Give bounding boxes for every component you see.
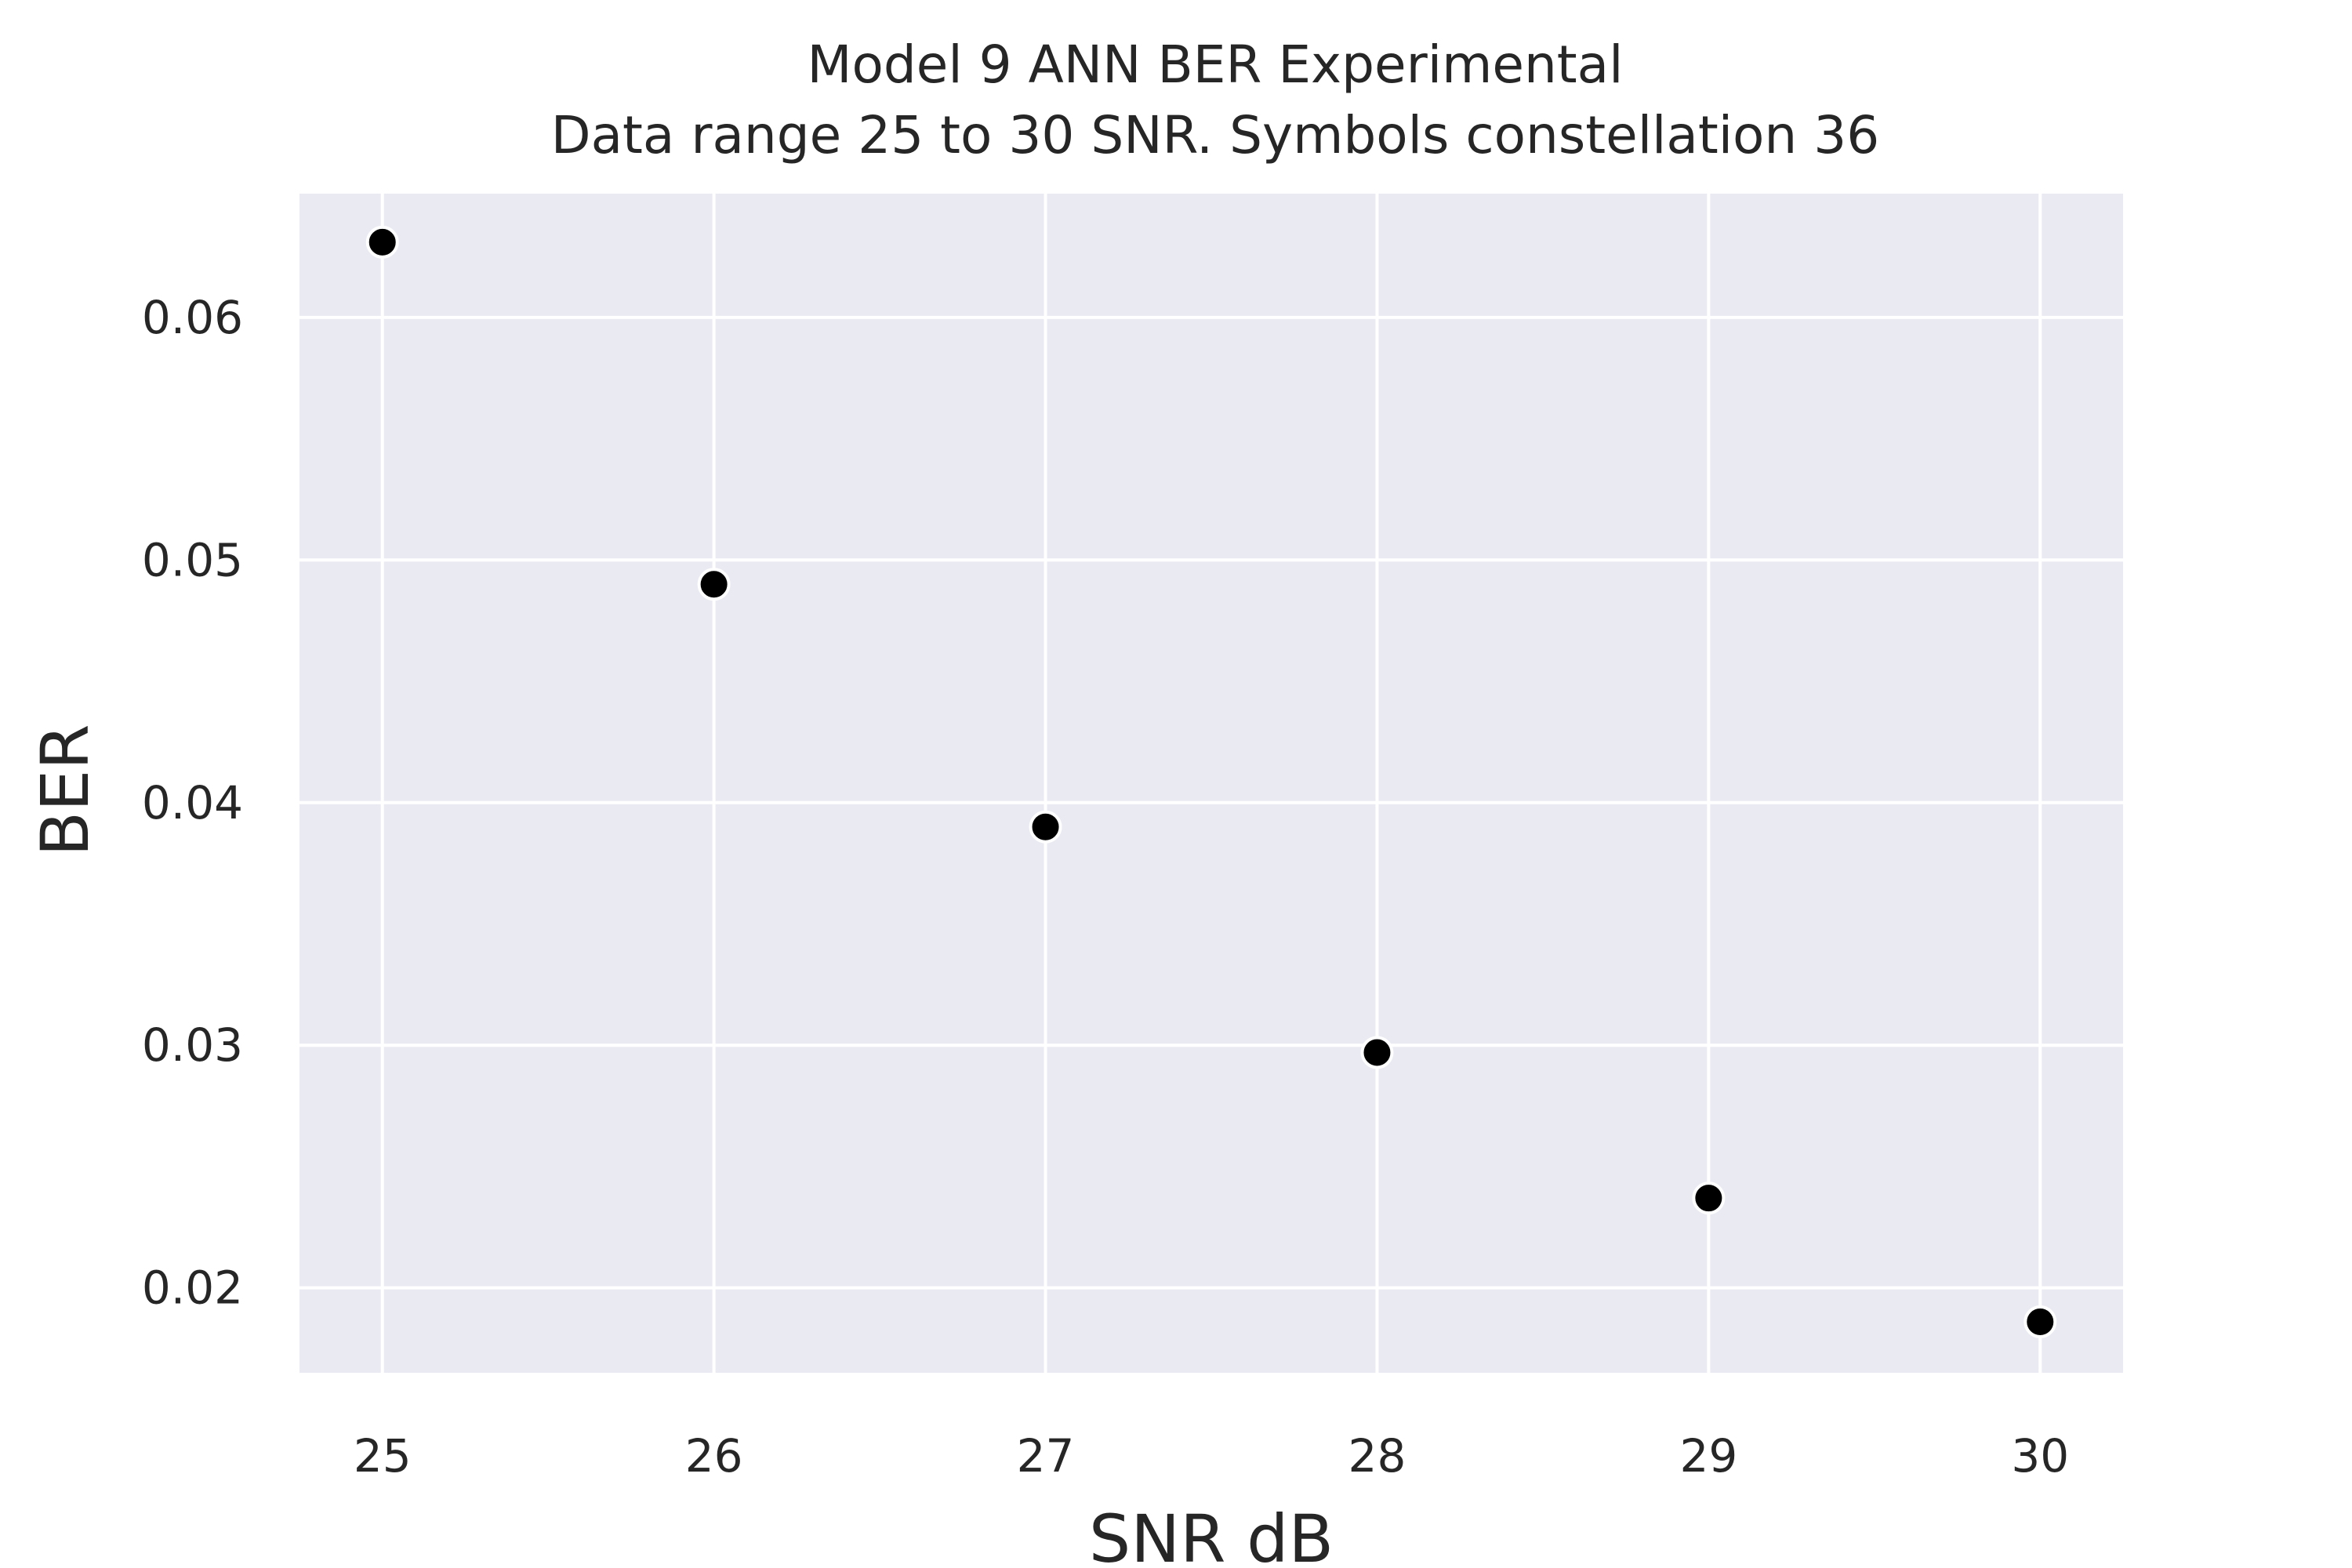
y-gridlines — [299, 315, 2123, 1290]
data-point — [2024, 1305, 2057, 1339]
data-point — [697, 568, 731, 601]
x-tick-label: 26 — [685, 1429, 743, 1483]
y-tick-label: 0.03 — [142, 1018, 243, 1072]
x-tick-label: 29 — [1679, 1429, 1737, 1483]
data-point — [1360, 1036, 1394, 1069]
x-tick-label: 25 — [354, 1429, 412, 1483]
plot-area — [299, 194, 2123, 1373]
data-point — [365, 225, 399, 259]
x-gridlines — [380, 194, 2042, 1373]
y-tick-label: 0.02 — [142, 1261, 243, 1315]
data-point — [1692, 1181, 1726, 1215]
y-tick-label: 0.05 — [142, 533, 243, 586]
data-point — [1029, 810, 1062, 844]
x-tick-label: 28 — [1348, 1429, 1406, 1483]
x-axis-label: SNR dB — [1089, 1501, 1334, 1568]
x-tick-label: 27 — [1017, 1429, 1075, 1483]
chart-title: Model 9 ANN BER Experimental — [808, 34, 1624, 95]
y-tick-label: 0.04 — [142, 776, 243, 829]
y-axis-label: BER — [27, 724, 103, 856]
chart-subtitle: Data range 25 to 30 SNR. Symbols constel… — [551, 105, 1879, 165]
y-tick-label: 0.06 — [142, 291, 243, 344]
y-tick-labels: 0.02 0.03 0.04 0.05 0.06 — [142, 291, 243, 1315]
chart-title-group: Model 9 ANN BER Experimental Data range … — [551, 34, 1879, 165]
x-tick-label: 30 — [2011, 1429, 2069, 1483]
data-points — [365, 225, 2057, 1339]
x-tick-labels: 25 26 27 28 29 30 — [354, 1429, 2069, 1483]
